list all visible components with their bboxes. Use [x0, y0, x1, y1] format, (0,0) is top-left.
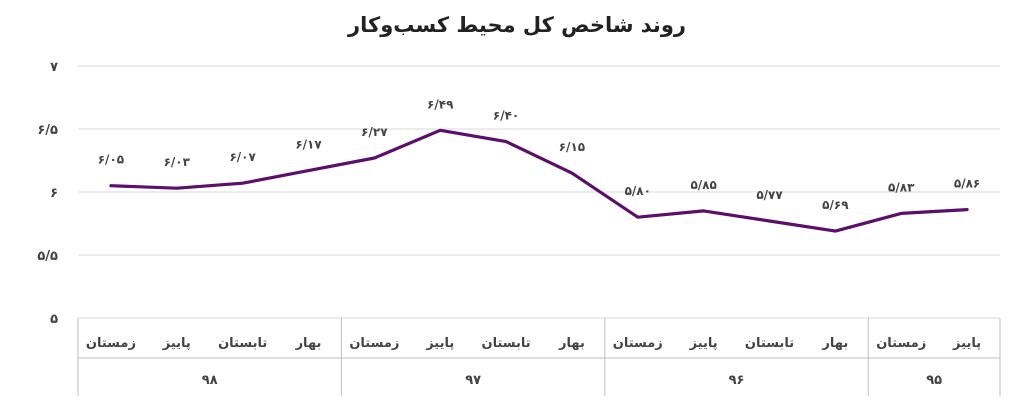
data-label: ۶/۱۷ — [295, 138, 322, 152]
gridlines — [78, 65, 1000, 319]
category-season-label: زمستان — [86, 336, 136, 351]
category-season-label: زمستان — [876, 336, 926, 351]
category-season-label: بهار — [558, 336, 585, 351]
data-label: ۶/۴۰ — [493, 109, 519, 123]
data-label: ۵/۸۳ — [888, 180, 915, 194]
category-season-label: بهار — [295, 336, 322, 351]
y-tick-label: ۷ — [50, 60, 58, 75]
data-label: ۶/۱۵ — [559, 140, 585, 154]
category-season-label: پاییز — [162, 336, 191, 351]
series-layer — [109, 128, 969, 233]
y-axis-ticks: ۵ ۵/۵ ۶ ۶/۵ ۷ — [37, 60, 58, 327]
data-label: ۶/۰۳ — [164, 155, 191, 169]
category-year-label: ۹۵ — [926, 373, 942, 388]
category-year-label: ۹۶ — [729, 373, 745, 388]
category-season-label: زمستان — [613, 336, 663, 351]
data-label: ۶/۰۷ — [229, 150, 256, 164]
y-tick-label: ۶/۵ — [37, 123, 58, 138]
category-season-label: بهار — [821, 336, 848, 351]
category-year-label: ۹۷ — [465, 373, 481, 388]
category-season-label: تابستان — [745, 336, 794, 351]
category-axis: پاییز زمستان بهار تابستان پاییز زمستان بهار تاب… — [77, 318, 1001, 396]
data-label: ۶/۰۵ — [98, 153, 124, 167]
category-year-label: ۹۸ — [202, 373, 218, 388]
series-line — [109, 128, 969, 233]
data-label: ۵/۶۹ — [822, 198, 849, 212]
category-season-label: تابستان — [481, 336, 530, 351]
category-season-label: پاییز — [952, 336, 981, 351]
y-tick-label: ۶ — [50, 186, 58, 201]
data-label: ۵/۸۶ — [954, 177, 980, 191]
data-labels: ۵/۸۶ ۵/۸۳ ۵/۶۹ ۵/۷۷ ۵/۸۵ ۵/۸۰ ۶/۱۵ ۶/۴۰ ۶/۴۹ ۶/۲۷… — [98, 97, 981, 212]
data-label: ۶/۲۷ — [361, 125, 388, 139]
data-label: ۵/۸۰ — [625, 184, 651, 198]
y-tick-label: ۵/۵ — [37, 249, 58, 264]
y-tick-label: ۵ — [50, 312, 58, 327]
category-season-label: پاییز — [425, 336, 454, 351]
category-season-label: پاییز — [689, 336, 718, 351]
data-label: ۶/۴۹ — [427, 97, 454, 111]
data-label: ۵/۸۵ — [690, 178, 716, 192]
chart-title: روند شاخص کل محیط کسب‌وکار — [347, 13, 686, 37]
category-season-label: زمستان — [349, 336, 399, 351]
data-label: ۵/۷۷ — [756, 188, 783, 202]
category-season-label: تابستان — [218, 336, 267, 351]
